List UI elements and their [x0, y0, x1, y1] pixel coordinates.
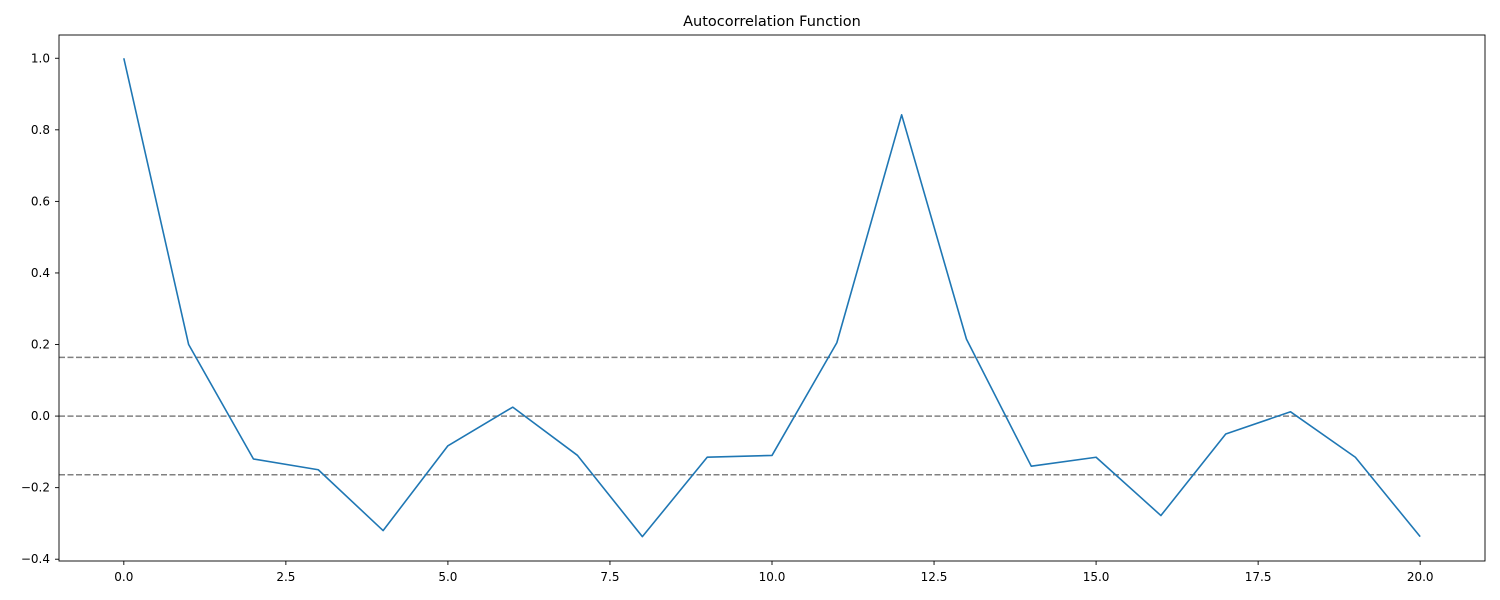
- x-tick-label-3: 7.5: [600, 570, 619, 584]
- y-tick-label-4: 0.4: [31, 266, 50, 280]
- plot-area: 0.0 2.5 5.0 7.5 10.0 12.5 15.0 17.5 20.0 −0.4 −0.2…: [21, 34, 1486, 584]
- x-tick-label-2: 5.0: [438, 570, 457, 584]
- y-tick-label-2: 0.0: [31, 409, 50, 423]
- x-tick-label-4: 10.0: [759, 570, 786, 584]
- y-tick-label-1: −0.2: [21, 481, 50, 495]
- chart-title: Autocorrelation Function: [683, 14, 861, 30]
- x-tick-label-7: 17.5: [1245, 570, 1272, 584]
- y-tick-label-7: 1.0: [31, 51, 50, 65]
- x-tick-label-1: 2.5: [276, 570, 295, 584]
- y-tick-label-0: −0.4: [21, 552, 50, 566]
- series-line-0: [123, 58, 1421, 538]
- y-tick-label-5: 0.6: [31, 194, 50, 208]
- x-tick-label-5: 12.5: [921, 570, 948, 584]
- y-tick-label-6: 0.8: [31, 123, 50, 137]
- x-tick-label-8: 20.0: [1407, 570, 1434, 584]
- y-tick-label-3: 0.2: [31, 338, 50, 352]
- x-tick-label-0: 0.0: [114, 570, 133, 584]
- x-tick-label-6: 15.0: [1083, 570, 1110, 584]
